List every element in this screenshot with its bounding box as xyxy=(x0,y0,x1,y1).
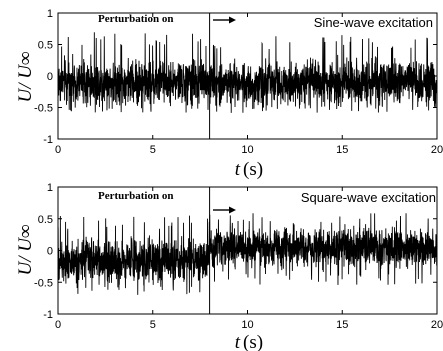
x-tick-label: 20 xyxy=(431,319,443,331)
perturbation-arrow xyxy=(213,206,236,214)
perturbation-label: Perturbation on xyxy=(98,190,173,202)
excitation-label: Sine-wave excitation xyxy=(314,15,433,30)
x-axis-label: t xyxy=(235,159,241,180)
y-axis-label: U/ U∞ xyxy=(15,51,36,102)
panel-sine: U/ U∞ Perturbation on Sine-wave excitati… xyxy=(15,8,443,180)
x-tick-label: 20 xyxy=(431,144,443,156)
perturbation-arrow xyxy=(213,16,236,24)
x-tick-label: 0 xyxy=(55,319,61,331)
x-axis-units: (s) xyxy=(243,159,263,180)
y-tick-label: -0.5 xyxy=(34,103,53,115)
signal-line xyxy=(57,32,438,113)
series-signal xyxy=(57,213,438,295)
y-tick-label: 0.5 xyxy=(38,40,53,52)
signal-line xyxy=(57,213,438,295)
y-tick-label: -0.5 xyxy=(34,277,53,289)
x-tick-label: 10 xyxy=(241,319,253,331)
panel-square: U/ U∞ Perturbation on Square-wave excita… xyxy=(15,182,443,351)
x-axis-label: t xyxy=(235,332,241,351)
x-tick-label: 5 xyxy=(150,144,156,156)
x-tick-label: 15 xyxy=(336,319,348,331)
x-tick-label: 10 xyxy=(241,144,253,156)
y-tick-label: 1 xyxy=(47,182,53,194)
y-tick-label: -1 xyxy=(43,309,53,321)
y-tick-label: 1 xyxy=(47,8,53,20)
perturbation-label: Perturbation on xyxy=(98,13,173,25)
series-signal xyxy=(57,32,438,113)
y-tick-label: 0 xyxy=(47,71,53,83)
y-axis-label: U/ U∞ xyxy=(15,224,36,275)
y-tick-label: 0 xyxy=(47,246,53,258)
excitation-label: Square-wave excitation xyxy=(301,190,436,205)
y-tick-label: -1 xyxy=(43,134,53,146)
x-tick-label: 0 xyxy=(55,144,61,156)
x-tick-label: 15 xyxy=(336,144,348,156)
x-tick-label: 5 xyxy=(150,319,156,331)
y-tick-label: 0.5 xyxy=(38,214,53,226)
x-axis-units: (s) xyxy=(243,332,263,351)
